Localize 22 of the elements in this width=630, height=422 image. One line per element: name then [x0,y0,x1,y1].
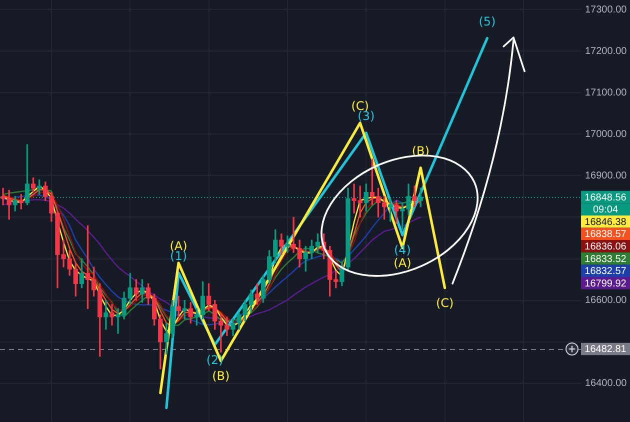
y-tick-label: 17300.00 [584,4,628,16]
text: 16832.57 [584,266,627,278]
y-tick-label: 16900.00 [584,170,628,182]
annotation: (2) [206,352,224,367]
annotation: (B) [212,369,230,384]
annotation: (4) [394,243,411,258]
y-tick-label: 17200.00 [584,46,628,57]
text: 16833.52 [584,254,627,265]
ref-line-label: 16848.56 [584,192,627,204]
y-tick-label: 16400.00 [584,378,628,390]
text: 16838.57 [584,229,627,240]
text: 16836.06 [584,242,627,253]
annotation: (C) [436,296,454,310]
ref-line-label: 16482.81 [584,344,627,356]
y-tick-label: 17100.00 [584,87,628,98]
annotation: (A) [394,256,412,270]
y-tick-label: 17000.00 [584,128,628,140]
text: 16799.92 [584,278,627,290]
text: 09:04 [592,204,618,216]
y-tick-label: 16600.00 [584,295,628,306]
annotation: (5) [478,14,496,28]
text: 16846.38 [584,216,627,228]
